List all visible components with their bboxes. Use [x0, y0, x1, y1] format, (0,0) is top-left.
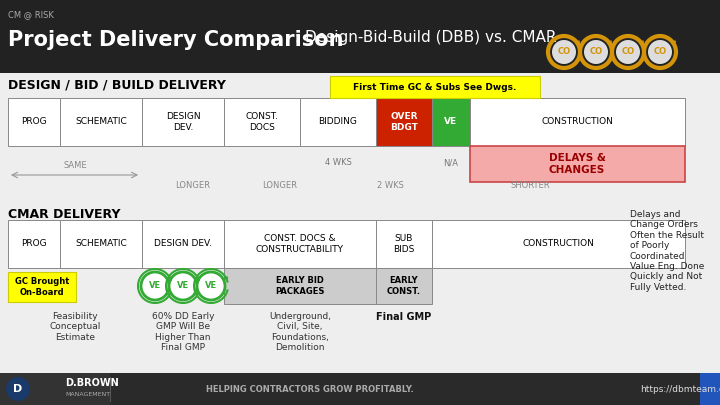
Circle shape: [169, 272, 197, 300]
Bar: [376, 220, 432, 268]
Text: DELAYS &
CHANGES: DELAYS & CHANGES: [549, 153, 606, 175]
Text: SAME: SAME: [63, 161, 87, 170]
Text: 4 WKS: 4 WKS: [325, 158, 351, 167]
Text: https://dbmteam.com: https://dbmteam.com: [640, 384, 720, 394]
Text: D.BROWN: D.BROWN: [65, 378, 119, 388]
Bar: [470, 98, 685, 146]
Text: : Design-Bid-Build (DBB) vs. CMAR: : Design-Bid-Build (DBB) vs. CMAR: [295, 30, 557, 45]
Text: CO: CO: [621, 47, 634, 57]
Text: VE: VE: [177, 281, 189, 290]
Bar: [0, 73, 720, 373]
Text: Final GMP: Final GMP: [377, 312, 431, 322]
Text: 2 WKS: 2 WKS: [377, 181, 403, 190]
Text: GC Brought
On-Board: GC Brought On-Board: [15, 277, 69, 297]
Text: Feasibility
Conceptual
Estimate: Feasibility Conceptual Estimate: [49, 312, 101, 342]
Text: CO: CO: [557, 47, 570, 57]
Text: SUB
BIDS: SUB BIDS: [393, 234, 415, 254]
Bar: [432, 220, 685, 268]
Text: EARLY
CONST.: EARLY CONST.: [387, 276, 421, 296]
Text: CONSTRUCTION: CONSTRUCTION: [541, 117, 613, 126]
Bar: [700, 373, 720, 405]
Circle shape: [141, 272, 169, 300]
Text: First Time GC & Subs See Dwgs.: First Time GC & Subs See Dwgs.: [354, 83, 517, 92]
Text: Project Delivery Comparison: Project Delivery Comparison: [8, 30, 343, 50]
Circle shape: [584, 40, 608, 64]
Text: SCHEMATIC: SCHEMATIC: [75, 117, 127, 126]
Text: SCHEMATIC: SCHEMATIC: [75, 239, 127, 249]
Text: PROG: PROG: [21, 239, 47, 249]
Bar: [224, 220, 376, 268]
Bar: [8, 220, 60, 268]
Text: OVER
BDGT: OVER BDGT: [390, 112, 418, 132]
Text: LONGER: LONGER: [176, 181, 210, 190]
Text: PROG: PROG: [21, 117, 47, 126]
Bar: [432, 98, 470, 146]
Text: Delays and
Change Orders
Often the Result
of Poorly
Coordinated
Value Eng. Done
: Delays and Change Orders Often the Resul…: [630, 210, 704, 292]
Text: N/A: N/A: [444, 158, 459, 167]
Text: CONST.
DOCS: CONST. DOCS: [246, 112, 279, 132]
Bar: [8, 98, 60, 146]
Text: BIDDING: BIDDING: [318, 117, 357, 126]
Bar: [300, 98, 376, 146]
Bar: [142, 98, 224, 146]
Text: 60% DD Early
GMP Will Be
Higher Than
Final GMP: 60% DD Early GMP Will Be Higher Than Fin…: [152, 312, 215, 352]
Text: HELPING CONTRACTORS GROW PROFITABLY.: HELPING CONTRACTORS GROW PROFITABLY.: [206, 384, 414, 394]
Circle shape: [616, 40, 640, 64]
Bar: [224, 268, 376, 304]
Text: DESIGN DEV.: DESIGN DEV.: [154, 239, 212, 249]
Text: VE: VE: [444, 117, 458, 126]
Text: EARLY BID
PACKAGES: EARLY BID PACKAGES: [275, 276, 325, 296]
Text: CO: CO: [654, 47, 667, 57]
Bar: [0, 373, 720, 405]
Bar: [8, 272, 76, 302]
Text: CONSTRUCTION: CONSTRUCTION: [523, 239, 595, 249]
Text: DESIGN / BID / BUILD DELIVERY: DESIGN / BID / BUILD DELIVERY: [8, 78, 226, 91]
Bar: [60, 220, 142, 268]
Bar: [470, 146, 685, 182]
Circle shape: [197, 272, 225, 300]
Text: Underground,
Civil, Site,
Foundations,
Demolition: Underground, Civil, Site, Foundations, D…: [269, 312, 331, 352]
Circle shape: [648, 40, 672, 64]
Text: CO: CO: [590, 47, 603, 57]
Text: VE: VE: [205, 281, 217, 290]
Circle shape: [552, 40, 576, 64]
Text: SHORTER: SHORTER: [510, 181, 550, 190]
Bar: [142, 220, 224, 268]
Bar: [60, 98, 142, 146]
Text: CMAR DELIVERY: CMAR DELIVERY: [8, 208, 120, 221]
Bar: [224, 98, 300, 146]
Text: CONST. DOCS &
CONSTRUCTABILITY: CONST. DOCS & CONSTRUCTABILITY: [256, 234, 344, 254]
Text: VE: VE: [149, 281, 161, 290]
Circle shape: [6, 377, 30, 401]
Text: DESIGN
DEV.: DESIGN DEV.: [166, 112, 200, 132]
Text: D: D: [14, 384, 22, 394]
Bar: [330, 76, 540, 98]
Bar: [376, 268, 432, 304]
Bar: [0, 373, 110, 405]
Text: LONGER: LONGER: [263, 181, 297, 190]
Bar: [376, 98, 432, 146]
Bar: [0, 0, 720, 73]
Text: MANAGEMENT: MANAGEMENT: [65, 392, 110, 397]
Text: CM @ RISK: CM @ RISK: [8, 10, 54, 19]
